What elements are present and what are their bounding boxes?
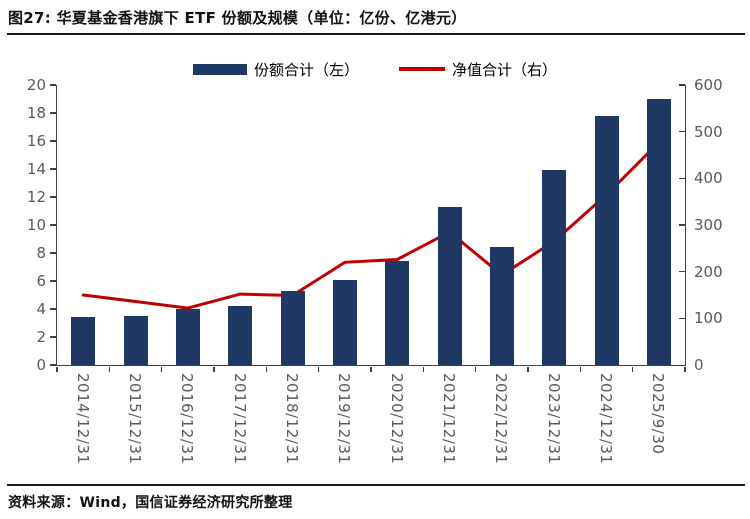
left-axis-tick-label: 0	[36, 356, 46, 374]
left-axis-tick-label: 20	[26, 76, 46, 94]
left-axis-tick	[50, 168, 56, 170]
figure-title: 图27: 华夏基金香港旗下 ETF 份额及规模（单位：亿份、亿港元）	[8, 9, 467, 27]
bar	[542, 170, 567, 365]
legend-label-nav: 净值合计（右）	[452, 60, 558, 79]
left-axis-tick	[50, 252, 56, 254]
line-series	[81, 140, 661, 310]
left-axis-tick-label: 12	[26, 188, 46, 206]
footer-divider	[7, 484, 745, 486]
bar	[489, 247, 514, 365]
left-axis-tick	[50, 280, 56, 282]
bar	[280, 290, 305, 365]
right-axis-tick-label: 500	[694, 122, 723, 141]
left-axis-tick	[50, 140, 56, 142]
x-axis-tick	[213, 367, 215, 372]
bar	[71, 317, 96, 365]
bar	[175, 309, 200, 365]
x-axis-category-label: 2022/12/31	[492, 373, 511, 465]
x-axis-tick	[160, 367, 163, 372]
x-axis-category-label: 2016/12/31	[178, 373, 197, 465]
left-axis-tick	[50, 364, 56, 366]
x-axis-category-label: 2020/12/31	[387, 373, 406, 465]
x-axis-tick	[631, 367, 634, 372]
x-axis-category-label: 2014/12/31	[73, 373, 92, 465]
left-axis-tick	[50, 336, 56, 338]
x-axis-category-label: 2015/12/31	[126, 373, 144, 465]
legend-item-shares: 份额合计（左）	[192, 59, 359, 80]
right-axis-tick-label: 0	[694, 356, 704, 374]
left-axis-tick-label: 6	[36, 272, 46, 290]
left-axis-tick	[50, 112, 56, 114]
left-axis-tick	[50, 84, 56, 86]
x-axis-tick	[265, 367, 268, 372]
chart-legend: 份额合计（左） 净值合计（右）	[0, 56, 750, 82]
right-axis-tick	[679, 224, 685, 226]
left-axis-tick	[50, 308, 56, 310]
x-axis-tick	[317, 367, 320, 372]
x-axis-tick	[474, 367, 477, 372]
left-axis-tick-label: 18	[26, 104, 46, 122]
right-axis-tick-label: 400	[694, 169, 723, 188]
title-divider	[7, 33, 745, 35]
right-axis-tick	[679, 317, 685, 320]
left-axis-tick-label: 14	[26, 160, 46, 178]
right-axis-tick-label: 300	[694, 216, 723, 234]
x-axis-tick	[684, 367, 686, 372]
x-axis-category-label: 2017/12/31	[230, 373, 249, 465]
left-axis-tick	[50, 196, 56, 198]
left-axis-tick	[50, 224, 56, 226]
left-axis-tick-label: 10	[26, 216, 46, 234]
bar	[123, 316, 148, 365]
left-axis-tick-label: 4	[36, 300, 46, 318]
left-axis-tick-label: 8	[36, 244, 46, 262]
right-axis-tick	[679, 270, 685, 273]
x-axis-tick	[108, 367, 111, 372]
right-axis-tick	[679, 84, 685, 86]
legend-item-nav: 净值合计（右）	[399, 59, 557, 80]
left-axis-tick-label: 16	[26, 132, 46, 150]
right-axis-tick	[679, 177, 685, 180]
x-axis-tick	[56, 367, 58, 372]
plot-area	[50, 84, 686, 372]
x-axis-category-label: 2021/12/31	[440, 373, 458, 465]
bar	[332, 279, 357, 365]
x-axis-category-label: 2018/12/31	[283, 373, 301, 465]
bar	[385, 261, 410, 365]
source-note: 资料来源：Wind，国信证券经济研究所整理	[8, 495, 293, 511]
right-axis-tick-label: 100	[694, 309, 723, 328]
line-series-swatch-icon	[399, 67, 445, 71]
bar	[437, 206, 462, 365]
x-axis-category-label: 2019/12/31	[335, 373, 354, 465]
legend-label-shares: 份额合计（左）	[253, 60, 359, 79]
right-axis-tick	[679, 130, 685, 133]
bar	[594, 115, 619, 365]
x-axis-category-label: 2024/12/31	[597, 373, 615, 465]
x-axis-tick	[527, 367, 529, 372]
x-axis-tick	[370, 367, 372, 372]
right-axis-tick-label: 600	[694, 76, 723, 94]
left-axis-tick-label: 2	[36, 328, 46, 346]
bar-series-swatch-icon	[192, 63, 247, 75]
x-axis-category-label: 2023/12/31	[544, 373, 563, 465]
x-axis-tick	[579, 367, 582, 372]
bar	[646, 99, 671, 365]
x-axis-tick	[422, 367, 425, 372]
right-axis-tick-label: 200	[694, 262, 723, 281]
x-axis-category-label: 2025/9/30	[649, 373, 668, 455]
bar	[228, 306, 253, 365]
